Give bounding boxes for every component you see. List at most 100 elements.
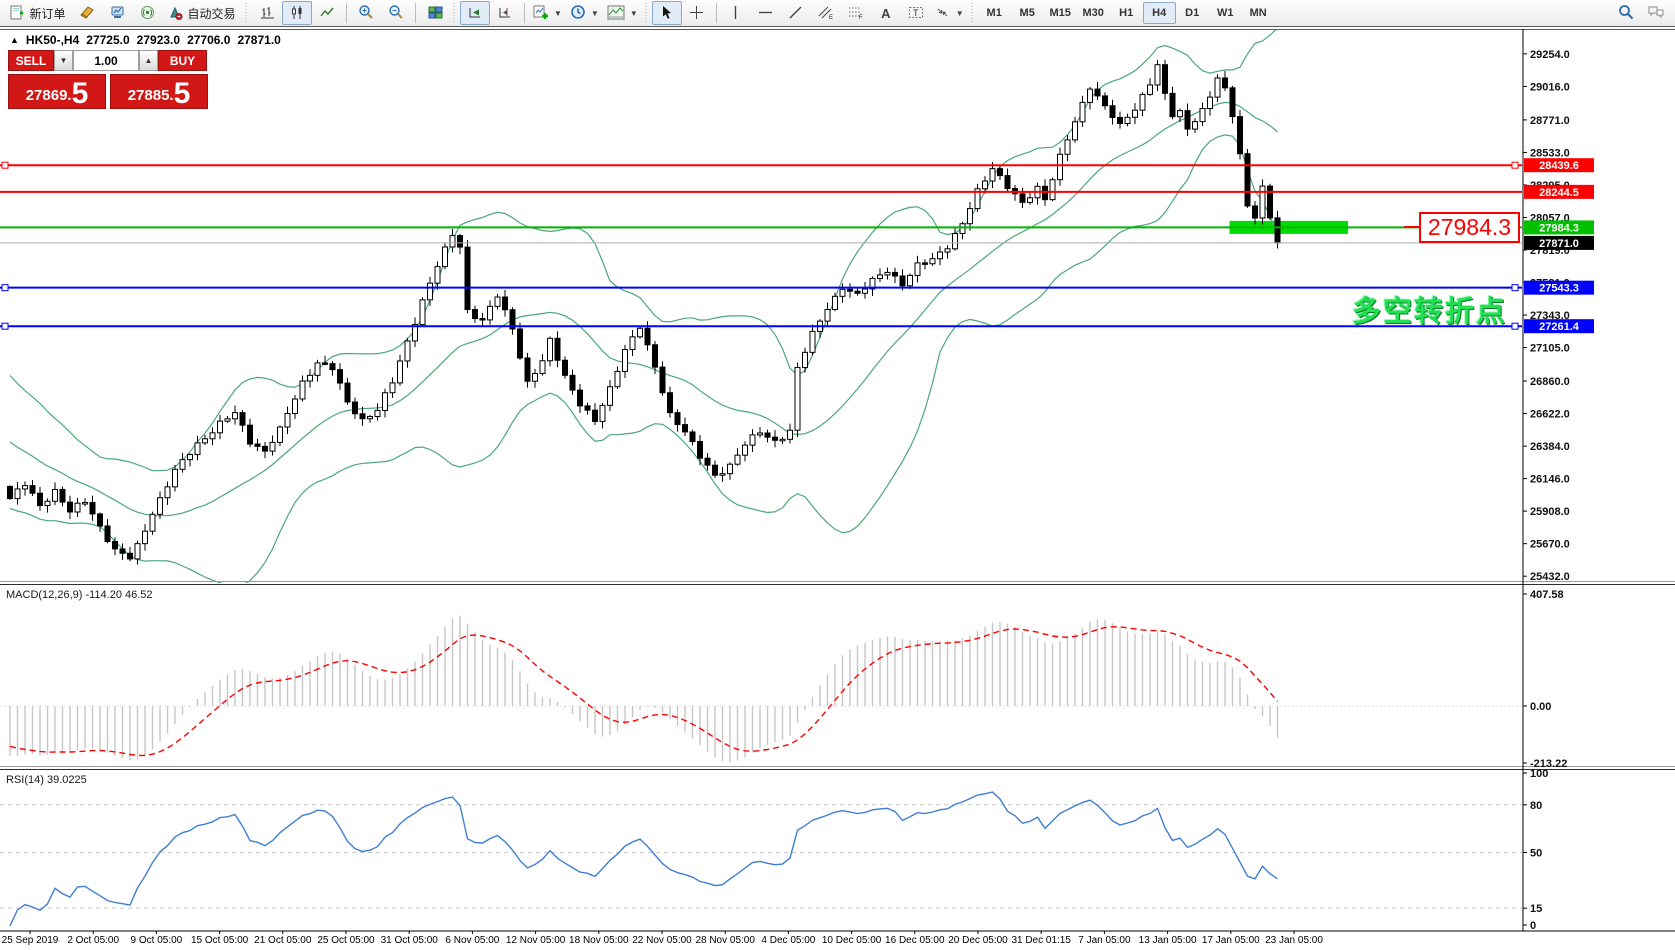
price-level-box[interactable]: 27984.3 [1419,212,1520,243]
bull-candle [44,500,51,507]
panel-separator[interactable] [0,769,1675,770]
bull-candle [734,454,741,465]
time-axis-label[interactable]: 9 Oct 05:00 [131,935,183,946]
line-anchor-handle[interactable] [1,284,9,292]
timeframe-button-m30[interactable]: M30 [1082,7,1104,19]
crosshair-button[interactable] [682,1,712,25]
time-axis-label[interactable]: 20 Dec 05:00 [948,935,1008,946]
market-watch-button[interactable] [102,1,132,25]
bar-chart-button[interactable] [252,1,282,25]
line-anchor-handle[interactable] [1,161,9,169]
line-anchor-handle[interactable] [1511,161,1519,169]
bull-candle [1087,88,1093,103]
rsi-line [9,791,1278,927]
bear-candle [1229,87,1236,118]
bull-candle [22,485,28,490]
equidistant-channel-button[interactable]: E [811,1,841,25]
candlestick-chart-button[interactable] [282,1,312,25]
price-badge-text: 27984.3 [1539,222,1579,234]
time-axis-label[interactable]: 31 Oct 05:00 [381,935,439,946]
time-axis-label[interactable]: 25 Sep 2019 [2,935,59,946]
sell-button[interactable]: SELL [8,50,54,71]
bear-candle [457,235,463,248]
arrows-button[interactable]: ▼ [931,1,968,25]
line-anchor-handle[interactable] [1511,284,1519,292]
line-anchor-handle[interactable] [1,322,9,330]
timeframe-button-m1[interactable]: M1 [986,7,1002,19]
bull-candle [952,233,958,250]
chart-shift-button[interactable] [490,1,520,25]
time-axis-label[interactable]: 13 Jan 05:00 [1139,935,1197,946]
turning-point-note[interactable]: 多空转折点 [1352,296,1508,328]
line-chart-button[interactable] [312,1,342,25]
timeframe-button-h4[interactable]: H4 [1142,2,1176,24]
volume-decrease-button[interactable]: ▼ [54,50,73,71]
time-axis-label[interactable]: 15 Oct 05:00 [191,935,249,946]
collapse-arrow-icon[interactable]: ▲ [10,35,19,45]
time-axis-label[interactable]: 31 Dec 01:15 [1011,935,1071,946]
zoom-in-button[interactable] [351,1,381,25]
bear-candle [854,290,861,294]
timeframe-button-d1[interactable]: D1 [1185,7,1200,19]
vertical-line-button[interactable] [721,1,751,25]
timeframe-button-mn[interactable]: MN [1249,7,1267,19]
time-axis-label[interactable]: 21 Oct 05:00 [254,935,312,946]
signals-button[interactable] [132,1,162,25]
bull-candle [1192,121,1198,130]
zoom-out-button[interactable] [381,1,411,25]
indicators-button[interactable]: ▼ [529,1,566,25]
sell-price-button[interactable]: 27869. 5 [8,74,106,109]
panel-separator[interactable] [0,581,1675,582]
time-axis-label[interactable]: 16 Dec 05:00 [885,935,945,946]
volume-input[interactable] [73,50,139,71]
text-label-button[interactable]: T [901,1,931,25]
time-axis-label[interactable]: 28 Nov 05:00 [695,935,755,946]
buy-button[interactable]: BUY [158,50,207,71]
cursor-button[interactable] [651,1,682,25]
bear-candle [359,413,366,420]
timeframe-button-h1[interactable]: H1 [1119,7,1134,19]
text-button[interactable]: A [871,1,901,25]
buy-price-button[interactable]: 27885. 5 [110,74,208,109]
periods-button[interactable]: ▼ [566,1,603,25]
trendline-button[interactable] [781,1,811,25]
chat-button[interactable] [1641,1,1671,25]
bull-candle [862,288,868,294]
horizontal-line-button[interactable] [751,1,781,25]
bear-candle [1094,88,1101,97]
fibonacci-button[interactable]: F [841,1,871,25]
autotrading-button[interactable]: 自动交易 [162,1,242,25]
time-axis-label[interactable]: 4 Dec 05:00 [761,935,815,946]
time-axis-label[interactable]: 22 Nov 05:00 [632,935,692,946]
search-button[interactable] [1611,1,1641,25]
volume-increase-button[interactable]: ▲ [139,50,158,71]
time-axis-label[interactable]: 7 Jan 05:00 [1078,935,1131,946]
line-anchor-handle[interactable] [1511,322,1519,330]
time-axis-label[interactable]: 12 Nov 05:00 [506,935,566,946]
time-axis-label[interactable]: 17 Jan 05:00 [1202,935,1260,946]
timeframe-button-m5[interactable]: M5 [1019,7,1035,19]
new-order-button[interactable]: 新订单 [4,1,72,25]
chart-canvas[interactable]: 29254.029016.028771.028533.028295.028057… [0,28,1675,950]
panel-separator[interactable] [0,766,1675,767]
time-axis-label[interactable]: 6 Nov 05:00 [445,935,499,946]
panel-separator[interactable] [0,584,1675,585]
rsi-indicator [0,791,1522,927]
auto-scroll-button[interactable] [460,1,490,25]
templates-button[interactable]: ▼ [603,1,642,25]
timeframe-button-w1[interactable]: W1 [1216,7,1234,19]
timeframe-button-m15[interactable]: M15 [1049,7,1071,19]
metaeditor-button[interactable] [72,1,102,25]
bear-candle [764,432,771,438]
price-badge-text: 27261.4 [1539,321,1580,333]
price-axis-label: 28533.0 [1530,147,1570,159]
tile-windows-button[interactable] [420,1,450,25]
candlestick-chart-icon [290,5,305,22]
time-axis-label[interactable]: 10 Dec 05:00 [822,935,882,946]
bear-candle [892,271,898,277]
time-axis-label[interactable]: 18 Nov 05:00 [569,935,629,946]
time-axis-label[interactable]: 25 Oct 05:00 [317,935,375,946]
toolbar-grip [453,3,457,23]
time-axis-label[interactable]: 2 Oct 05:00 [67,935,119,946]
time-axis-label[interactable]: 23 Jan 05:00 [1265,935,1323,946]
